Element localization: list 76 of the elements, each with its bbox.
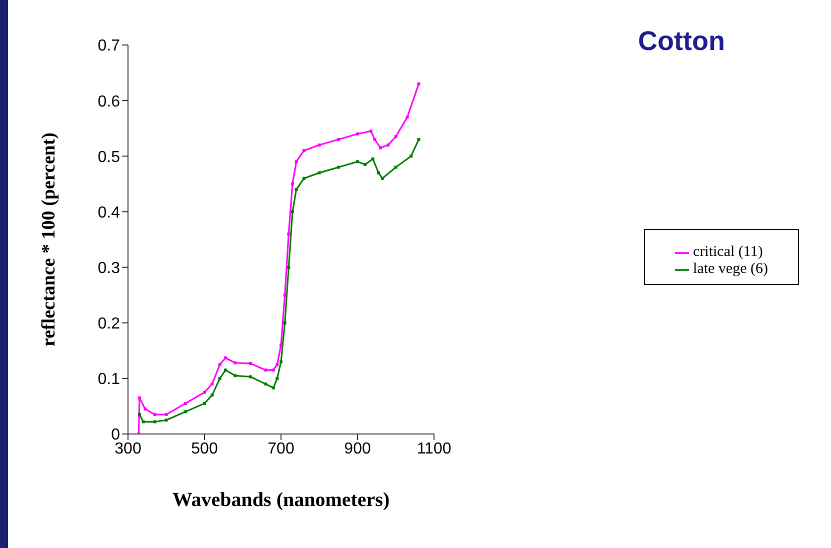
point bbox=[280, 360, 283, 364]
y-tick-label: 0.1 bbox=[98, 371, 120, 388]
point bbox=[272, 368, 275, 372]
x-tick-label: 500 bbox=[191, 440, 218, 458]
x-tick-label: 700 bbox=[268, 440, 294, 458]
point bbox=[356, 160, 360, 164]
point bbox=[287, 266, 290, 269]
point bbox=[138, 396, 141, 400]
y-tick-label: 0.5 bbox=[98, 148, 120, 166]
point bbox=[386, 144, 390, 147]
y-tick-label: 0.2 bbox=[98, 316, 120, 333]
point bbox=[153, 420, 156, 424]
point bbox=[210, 382, 214, 386]
point bbox=[264, 382, 268, 386]
point bbox=[218, 363, 222, 366]
point bbox=[294, 188, 298, 191]
point bbox=[203, 390, 206, 394]
point bbox=[248, 362, 252, 365]
point bbox=[373, 138, 376, 141]
point bbox=[417, 82, 420, 86]
point bbox=[302, 176, 306, 180]
legend-label: critical (11) bbox=[693, 244, 763, 260]
point bbox=[283, 294, 286, 297]
legend-label: late vege (6) bbox=[693, 261, 768, 277]
text: Cotton bbox=[638, 26, 725, 57]
point bbox=[218, 376, 222, 380]
point bbox=[394, 135, 398, 138]
point bbox=[234, 374, 237, 378]
point bbox=[290, 182, 294, 186]
y-tick-label: 0.4 bbox=[98, 204, 120, 222]
point bbox=[184, 410, 187, 414]
point bbox=[378, 146, 382, 150]
point bbox=[283, 321, 286, 324]
point bbox=[287, 232, 290, 236]
point bbox=[336, 138, 340, 141]
point bbox=[290, 210, 294, 214]
point bbox=[369, 130, 372, 133]
point bbox=[272, 386, 275, 390]
point bbox=[318, 171, 321, 174]
y-tick-label: 0.7 bbox=[98, 38, 120, 55]
point bbox=[276, 376, 279, 380]
point bbox=[248, 375, 252, 378]
point bbox=[377, 171, 380, 174]
point bbox=[264, 368, 268, 372]
point bbox=[356, 132, 360, 136]
y-tick-label: 0.3 bbox=[98, 260, 120, 277]
point bbox=[294, 160, 298, 164]
point bbox=[203, 402, 206, 405]
point bbox=[417, 138, 420, 141]
y-axis-title: reflectance * 100 (percent) bbox=[38, 132, 60, 347]
point bbox=[138, 413, 141, 416]
point bbox=[184, 402, 187, 405]
point bbox=[164, 418, 168, 422]
point bbox=[336, 166, 340, 169]
x-tick-label: 900 bbox=[344, 440, 371, 458]
point bbox=[224, 368, 228, 372]
point bbox=[210, 394, 214, 397]
point bbox=[364, 162, 367, 166]
x-tick-label: 1100 bbox=[416, 440, 452, 458]
point bbox=[164, 413, 168, 416]
point bbox=[224, 356, 228, 360]
point bbox=[371, 157, 374, 160]
point bbox=[302, 149, 306, 152]
point bbox=[318, 144, 321, 147]
x-axis-title: Wavebands (nanometers) bbox=[172, 489, 390, 511]
point bbox=[410, 154, 413, 158]
point bbox=[234, 361, 237, 364]
point bbox=[394, 166, 398, 169]
point bbox=[153, 413, 156, 416]
point bbox=[380, 176, 384, 180]
point bbox=[144, 407, 147, 410]
point bbox=[406, 116, 409, 119]
y-tick-label: 0.6 bbox=[98, 93, 120, 110]
point bbox=[142, 420, 145, 424]
point bbox=[280, 344, 283, 347]
point bbox=[276, 363, 279, 366]
